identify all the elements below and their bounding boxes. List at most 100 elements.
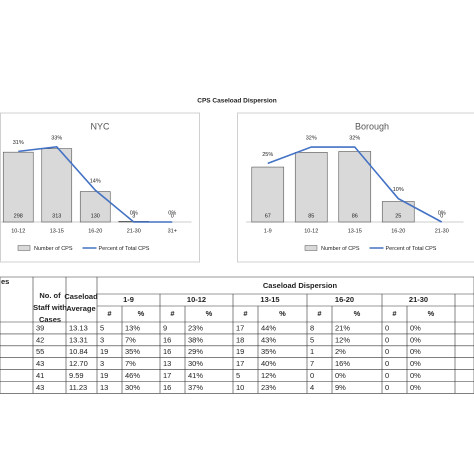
table-cell: 30%	[125, 383, 140, 392]
x-tick-label: 10-12	[304, 228, 318, 234]
data-label: 33%	[51, 135, 62, 141]
legend-label: Percent of Total CPS	[99, 246, 150, 252]
table-cell: 16	[163, 347, 171, 356]
table-header: No. of	[39, 291, 61, 300]
table-cell: 12%	[261, 371, 276, 380]
data-label: 313	[52, 213, 61, 219]
table-header: %	[279, 309, 286, 318]
table-cell: 0%	[410, 359, 421, 368]
table-cell: 37%	[188, 383, 203, 392]
table-cell: 0	[385, 323, 389, 332]
table-cell: 55	[36, 347, 44, 356]
table-cell: 4	[310, 383, 314, 392]
table-cell: 0	[385, 371, 389, 380]
table-header: #	[170, 309, 175, 318]
table-header: Caseload Dispersion	[263, 281, 338, 290]
table-cell: 16	[163, 383, 171, 392]
table-cell: 41%	[188, 371, 203, 380]
data-label: 0	[440, 213, 443, 219]
x-tick-label: 16-20	[391, 228, 405, 234]
table-header: #	[107, 309, 112, 318]
table-header: %	[354, 309, 361, 318]
chart-frame	[0, 112, 200, 263]
table-cell: 46%	[125, 371, 140, 380]
table-header: Cases	[39, 315, 61, 324]
table-cell: 19	[236, 347, 244, 356]
line-series	[267, 146, 443, 223]
table-header: es	[1, 277, 9, 286]
table-cell: 8	[310, 323, 314, 332]
bar	[381, 201, 415, 223]
table-cell: 7	[310, 359, 314, 368]
table-cell: 23%	[188, 323, 203, 332]
table-cell: 0%	[410, 347, 421, 356]
x-tick-label: 13-15	[348, 228, 362, 234]
legend-swatch	[17, 245, 31, 251]
table-cell: 18	[236, 335, 244, 344]
table-header: 16-20	[335, 295, 354, 304]
data-label: 86	[352, 213, 358, 219]
page-title: CPS Caseload Dispersion	[197, 98, 276, 105]
legend-label: Percent of Total CPS	[386, 246, 437, 252]
table-cell: 17	[163, 371, 171, 380]
bar	[338, 151, 372, 223]
table-cell: 10.84	[69, 347, 88, 356]
table-cell: 9	[163, 323, 167, 332]
table-cell: 5	[310, 335, 314, 344]
table-cell: 0%	[410, 323, 421, 332]
table-cell: 12.70	[69, 359, 88, 368]
table-cell: 1	[310, 347, 314, 356]
table-cell: 17	[236, 323, 244, 332]
data-label: 14%	[90, 179, 101, 185]
table-cell: 16	[163, 335, 171, 344]
table-header: #	[392, 309, 397, 318]
table-cell: 43	[36, 383, 44, 392]
table-cell: 21%	[335, 323, 350, 332]
table-cell: 43%	[261, 335, 276, 344]
table-cell: 41	[36, 371, 44, 380]
bar	[2, 151, 34, 223]
table-cell: 3	[100, 335, 104, 344]
table-cell: 3	[100, 359, 104, 368]
x-tick-label: 31+	[168, 228, 177, 234]
table-cell: 13	[100, 383, 108, 392]
table-cell: 7%	[125, 359, 136, 368]
table-cell: 13.13	[69, 323, 88, 332]
table-cell: 35%	[261, 347, 276, 356]
x-tick-label: 16-20	[88, 228, 102, 234]
table-header: Staff with	[33, 303, 67, 312]
table-cell: 0	[385, 383, 389, 392]
table-cell: 0	[385, 335, 389, 344]
table-header: #	[317, 309, 322, 318]
data-label: 32%	[306, 135, 317, 141]
table-cell: 0%	[335, 371, 346, 380]
chart-title: Borough	[355, 121, 389, 131]
table-header: %	[428, 309, 435, 318]
bar	[294, 152, 328, 223]
table-cell: 11.23	[69, 383, 87, 392]
table-cell: 0%	[410, 335, 421, 344]
table-cell: 23%	[261, 383, 276, 392]
table-header: 13-15	[260, 295, 279, 304]
table-cell: 13%	[125, 323, 140, 332]
data-label: 10%	[393, 187, 404, 193]
table-header: Caseload	[64, 292, 98, 301]
bar	[41, 148, 73, 223]
table-cell: 12%	[335, 335, 350, 344]
data-label: 25%	[262, 152, 273, 158]
data-label: 25	[395, 213, 401, 219]
table-cell: 7%	[125, 335, 136, 344]
line-series	[18, 145, 173, 223]
table-cell: 13	[163, 359, 171, 368]
table-cell: 43	[36, 359, 44, 368]
data-label: 130	[91, 213, 100, 219]
table-cell: 16%	[335, 359, 350, 368]
data-label: 32%	[349, 135, 360, 141]
data-label: 31%	[13, 140, 24, 146]
x-tick-label: 21-30	[127, 228, 141, 234]
x-tick-label: 21-30	[435, 228, 449, 234]
table-cell: 9%	[335, 383, 346, 392]
table-cell: 0	[385, 359, 389, 368]
table-header: %	[138, 309, 145, 318]
